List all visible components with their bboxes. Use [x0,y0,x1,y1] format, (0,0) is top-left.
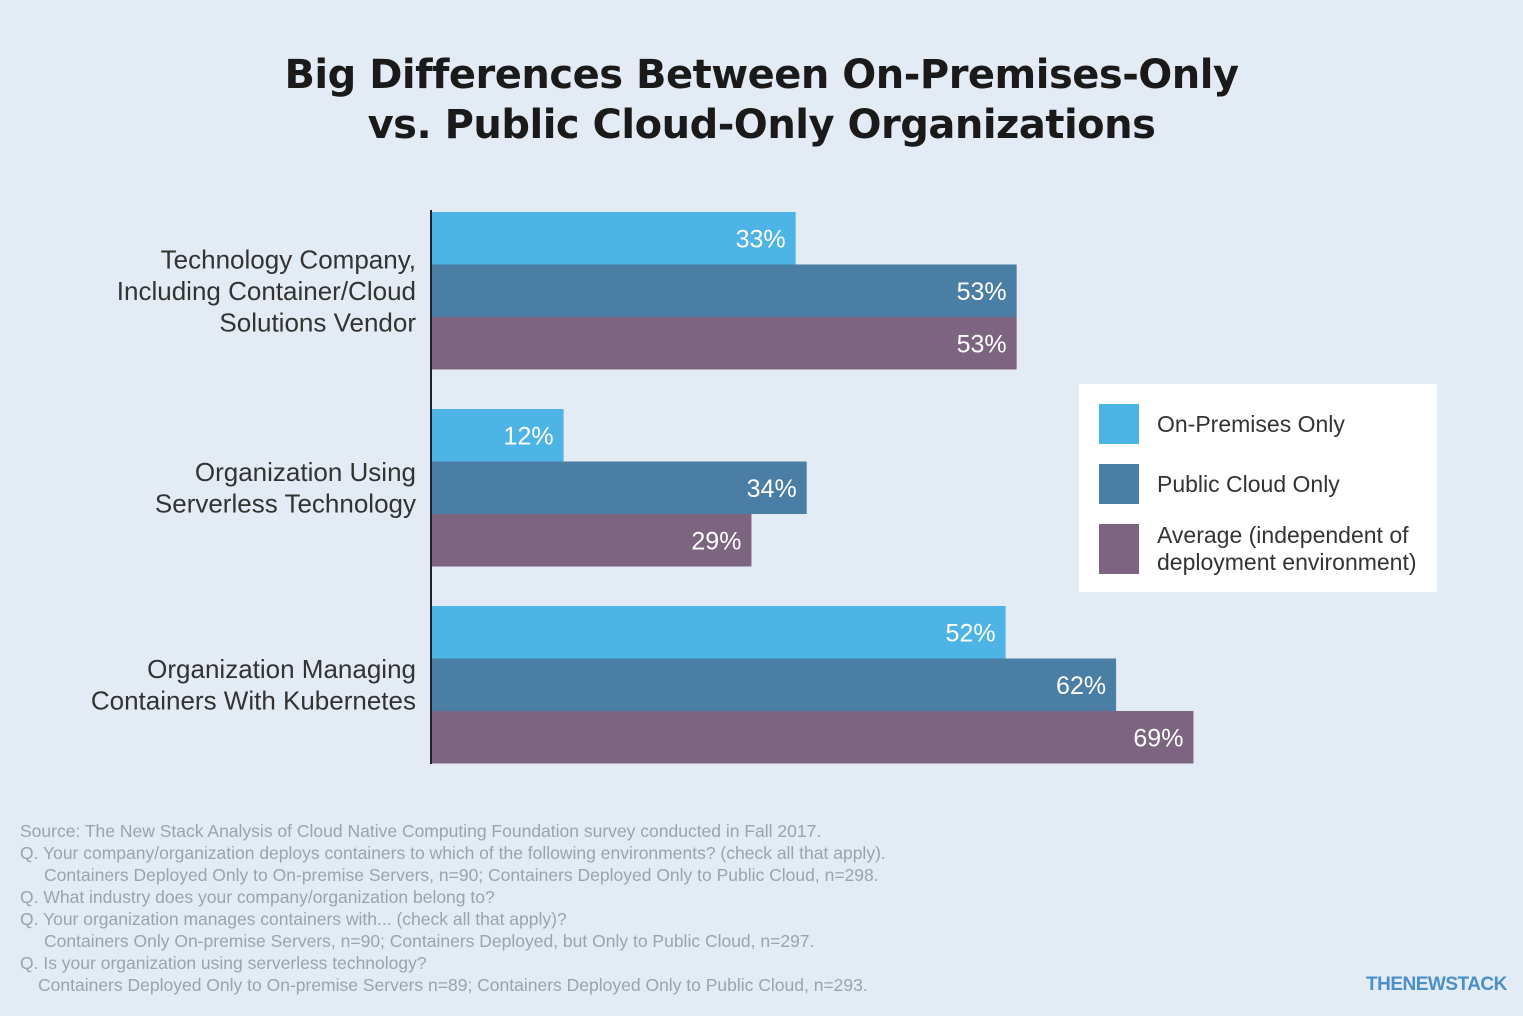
bar-serverless-public-cloud [431,461,807,514]
bar-technology-company-average [431,317,1017,370]
legend-swatch-on-premises [1099,404,1139,444]
bar-kubernetes-average [431,711,1194,764]
chart-title-line-1: Big Differences Between On-Premises-Only [284,52,1239,98]
bar-technology-company-public-cloud [431,264,1017,317]
legend-swatch-public-cloud [1099,464,1139,504]
the-new-stack-logo: THENEWSTACK [1366,974,1507,995]
legend-label-average-line-2: deployment environment) [1157,549,1417,575]
category-label-technology-company: Technology Company, Including Container/C… [117,244,417,337]
value-label-technology-company-on-premises: 33% [736,225,786,253]
category-label-line: Containers With Kubernetes [91,686,416,716]
category-label-line: Solutions Vendor [219,307,416,337]
bar-technology-company-on-premises [431,212,796,265]
bar-serverless-average [431,514,752,567]
bar-serverless-on-premises [431,409,564,462]
legend-item-average: Average (independent of deployment envir… [1099,522,1427,576]
source-line-3: Containers Deployed Only to On-premise S… [44,865,879,885]
legend-item-on-premises: On-Premises Only [1099,404,1427,444]
source-line-1: Source: The New Stack Analysis of Cloud … [20,821,822,841]
category-label-line: Organization Managing [147,654,416,684]
category-label-line: Technology Company, [161,244,416,274]
source-line-4: Q. What industry does your company/organ… [20,887,495,907]
value-label-kubernetes-on-premises: 52% [946,619,996,647]
category-label-line: Serverless Technology [155,489,416,519]
bar-kubernetes-public-cloud [431,658,1117,711]
source-line-6: Containers Only On-premise Servers, n=90… [44,931,815,951]
category-label-line: Organization Using [195,457,416,487]
legend-label-on-premises: On-Premises Only [1157,410,1345,437]
legend-swatch-average [1099,524,1139,574]
value-label-technology-company-average: 53% [957,330,1007,358]
source-line-2: Q. Your company/organization deploys con… [20,843,886,863]
value-label-kubernetes-average: 69% [1133,724,1183,752]
chart-legend: On-Premises Only Public Cloud Only Avera… [1079,384,1437,592]
source-notes: Source: The New Stack Analysis of Cloud … [20,820,1120,996]
bar-kubernetes-on-premises [431,606,1006,659]
legend-label-average: Average (independent of deployment envir… [1157,522,1427,576]
source-line-7: Q. Is your organization using serverless… [20,953,427,973]
legend-label-public-cloud: Public Cloud Only [1157,470,1340,497]
source-line-8: Containers Deployed Only to On-premise S… [38,975,868,995]
source-line-5: Q. Your organization manages containers … [20,909,567,929]
legend-label-average-line-1: Average (independent of [1157,522,1409,548]
value-label-serverless-public-cloud: 34% [747,475,797,503]
chart-title-line-2: vs. Public Cloud-Only Organizations [367,102,1156,148]
value-label-kubernetes-public-cloud: 62% [1056,672,1106,700]
value-label-technology-company-public-cloud: 53% [957,278,1007,306]
chart-title: Big Differences Between On-Premises-Only… [0,50,1523,150]
category-label-kubernetes: Organization Managing Containers With Kub… [91,654,416,716]
category-label-serverless: Organization Using Serverless Technology [155,457,416,519]
legend-item-public-cloud: Public Cloud Only [1099,464,1427,504]
value-label-serverless-on-premises: 12% [504,422,554,450]
category-label-line: Including Container/Cloud [117,276,416,306]
value-label-serverless-average: 29% [691,527,741,555]
